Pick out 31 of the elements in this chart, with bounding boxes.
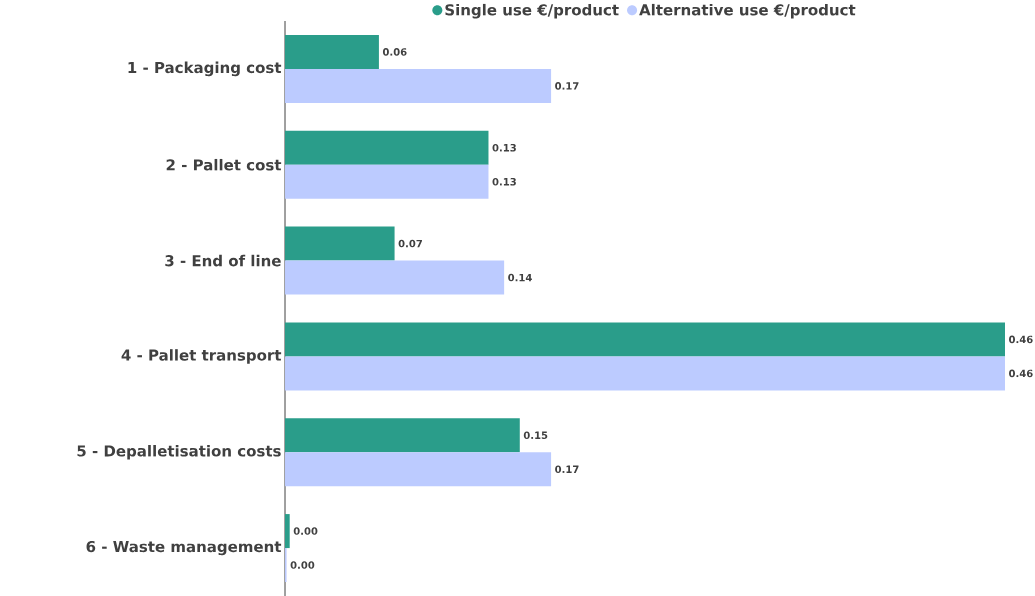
data-label: 0.13 (492, 177, 516, 186)
data-label: 0.13 (492, 143, 516, 152)
data-label: 0.00 (293, 527, 318, 535)
legend-label: Alternative use €/product (639, 3, 856, 19)
bar (285, 130, 489, 165)
bar (285, 356, 1005, 391)
bar (285, 260, 505, 295)
y-tick-label: 5 - Depalletisation costs (77, 445, 281, 460)
y-tick-label: 1 - Packaging cost (128, 61, 282, 77)
y-tick-label: 3 - End of line (165, 254, 281, 267)
bar (285, 34, 379, 69)
data-label: 0.17 (555, 465, 579, 474)
data-label: 0.06 (382, 48, 407, 56)
y-tick-label: 2 - Pallet cost (166, 158, 282, 171)
bar (285, 164, 489, 199)
bar (285, 68, 552, 103)
data-label: 0.14 (508, 273, 532, 282)
data-label: 0.46 (1009, 369, 1033, 378)
bar (285, 514, 290, 549)
data-label: 0.46 (1009, 335, 1033, 344)
bar (285, 322, 1005, 357)
legend-label: Single use €/product (445, 3, 619, 19)
y-tick-label: 6 - Waste management (86, 540, 282, 556)
bar (285, 418, 520, 453)
data-label: 0.00 (290, 561, 315, 569)
data-label: 0.15 (523, 431, 548, 440)
y-tick-label: 4 - Pallet transport (121, 349, 282, 364)
data-label: 0.17 (555, 82, 579, 90)
data-label: 0.07 (398, 239, 422, 248)
bar (285, 452, 552, 487)
bar (285, 226, 395, 261)
